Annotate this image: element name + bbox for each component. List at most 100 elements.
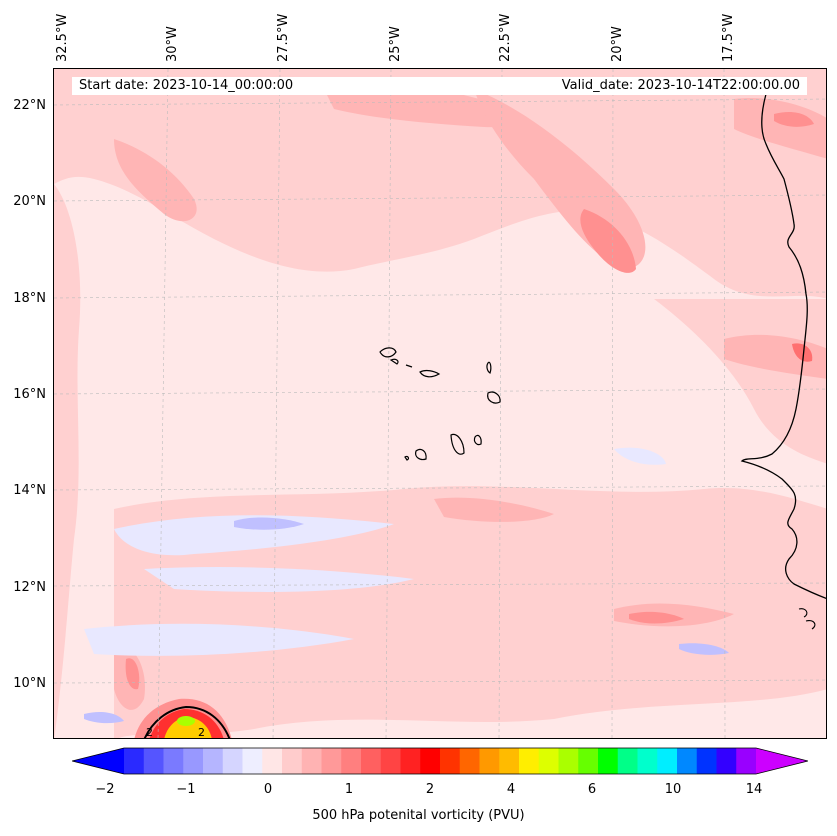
colorbar-swatch bbox=[124, 748, 145, 774]
pv-negative-band-4 bbox=[614, 447, 666, 465]
colorbar-swatch bbox=[657, 748, 678, 774]
pv-core-west bbox=[125, 658, 140, 690]
colorbar-swatch bbox=[598, 748, 619, 774]
colorbar-tick-neg2: −2 bbox=[95, 782, 115, 797]
colorbar-swatches bbox=[71, 747, 809, 775]
lat-label-10n: 10°N bbox=[13, 676, 46, 691]
colorbar-swatch bbox=[163, 748, 184, 774]
colorbar-swatch bbox=[183, 748, 204, 774]
pv-core-east bbox=[792, 343, 813, 362]
pv-region-south bbox=[114, 486, 826, 738]
colorbar-swatch bbox=[341, 748, 362, 774]
colorbar-swatch bbox=[716, 748, 737, 774]
colorbar-tick-1: 1 bbox=[344, 782, 354, 797]
colorbar-tick-2: 2 bbox=[425, 782, 435, 797]
pv-band-northeast bbox=[734, 98, 826, 159]
pv-region-north bbox=[54, 69, 826, 299]
island-brava bbox=[404, 455, 410, 461]
graticule bbox=[54, 69, 826, 738]
coastline-africa-islands bbox=[798, 608, 816, 630]
colorbar-tick-14: 14 bbox=[745, 782, 763, 797]
colorbar-swatch bbox=[440, 748, 461, 774]
island-santo-antao bbox=[379, 347, 397, 358]
colorbar-swatch bbox=[143, 748, 164, 774]
pv-band-north bbox=[324, 84, 513, 128]
cape-verde-islands bbox=[379, 347, 501, 461]
pv-negative-band-2 bbox=[144, 567, 414, 592]
colorbar bbox=[71, 746, 809, 776]
pv-anomaly-core bbox=[177, 716, 195, 726]
island-sao-vicente bbox=[389, 358, 399, 365]
lat-label-18n: 18°N bbox=[13, 291, 46, 306]
pv-field-map bbox=[54, 69, 826, 738]
contour-label-2-left: 2 bbox=[146, 726, 153, 739]
lat-label-20n: 20°N bbox=[13, 194, 46, 209]
pv-core-diagonal bbox=[580, 209, 636, 273]
lon-label-20w: 20°W bbox=[610, 26, 625, 62]
pv-region-west bbox=[54, 184, 81, 738]
contour-label-2-right: 2 bbox=[198, 726, 205, 739]
island-boa-vista bbox=[487, 391, 501, 404]
pv-anomaly-inner bbox=[164, 717, 212, 738]
colorbar-swatch bbox=[242, 748, 263, 774]
colorbar-arrow-min bbox=[72, 748, 124, 774]
colorbar-swatch bbox=[558, 748, 579, 774]
island-sao-nicolau bbox=[419, 369, 441, 378]
pv-negative-patch-2 bbox=[679, 643, 729, 655]
colorbar-tick-0: 0 bbox=[263, 782, 273, 797]
lon-label-25w: 25°W bbox=[388, 26, 403, 62]
colorbar-swatch bbox=[420, 748, 441, 774]
colorbar-swatch bbox=[222, 748, 243, 774]
colorbar-swatch bbox=[736, 748, 757, 774]
colorbar-swatch bbox=[400, 748, 421, 774]
lat-label-22n: 22°N bbox=[13, 98, 46, 113]
colorbar-swatch bbox=[617, 748, 638, 774]
lon-label-32-5w: 32.5°W bbox=[55, 13, 70, 62]
colorbar-tick-4: 4 bbox=[506, 782, 516, 797]
colorbar-swatch bbox=[203, 748, 224, 774]
colorbar-swatch bbox=[696, 748, 717, 774]
island-santiago bbox=[450, 433, 465, 455]
coastline-africa bbox=[740, 93, 826, 599]
lon-label-22-5w: 22.5°W bbox=[498, 13, 513, 62]
colorbar-swatch bbox=[380, 748, 401, 774]
lon-label-30w: 30°W bbox=[165, 26, 180, 62]
colorbar-swatch bbox=[459, 748, 480, 774]
colorbar-tick-neg1: −1 bbox=[176, 782, 196, 797]
colorbar-swatch bbox=[677, 748, 698, 774]
pv-core-northeast bbox=[774, 112, 814, 127]
colorbar-swatch bbox=[361, 748, 382, 774]
pv-contour-2 bbox=[143, 705, 231, 738]
lat-label-14n: 14°N bbox=[13, 483, 46, 498]
valid-date-label: Valid_date: 2023-10-14T22:00:00.00 bbox=[561, 78, 800, 93]
colorbar-swatch bbox=[321, 748, 342, 774]
colorbar-arrow-max bbox=[756, 748, 808, 774]
colorbar-swatch bbox=[282, 748, 303, 774]
pv-region-central bbox=[265, 258, 640, 480]
colorbar-swatch bbox=[519, 748, 540, 774]
colorbar-swatch bbox=[578, 748, 599, 774]
lon-label-27-5w: 27.5°W bbox=[276, 13, 291, 62]
lat-label-16n: 16°N bbox=[13, 387, 46, 402]
colorbar-tick-6: 6 bbox=[587, 782, 597, 797]
pv-negative-band-3 bbox=[84, 623, 354, 656]
colorbar-swatch bbox=[499, 748, 520, 774]
pv-negative-patch-1 bbox=[234, 517, 304, 530]
lat-label-12n: 12°N bbox=[13, 580, 46, 595]
lon-label-17-5w: 17.5°W bbox=[721, 13, 736, 62]
colorbar-tick-10: 10 bbox=[664, 782, 682, 797]
colorbar-swatch bbox=[538, 748, 559, 774]
date-banner: Start date: 2023-10-14_00:00:00 Valid_da… bbox=[72, 77, 807, 95]
pv-core-south bbox=[629, 611, 684, 624]
island-sal bbox=[486, 361, 492, 374]
colorbar-label: 500 hPa potenital vorticity (PVU) bbox=[312, 808, 525, 823]
map-panel[interactable] bbox=[53, 68, 827, 739]
pv-band-south-1 bbox=[434, 497, 554, 522]
colorbar-swatch bbox=[479, 748, 500, 774]
pv-negative-band-1 bbox=[114, 515, 394, 556]
colorbar-swatch bbox=[301, 748, 322, 774]
colorbar-swatch bbox=[637, 748, 658, 774]
island-fogo bbox=[415, 448, 427, 461]
pv-band-northwest bbox=[114, 139, 197, 222]
colorbar-swatch bbox=[262, 748, 283, 774]
